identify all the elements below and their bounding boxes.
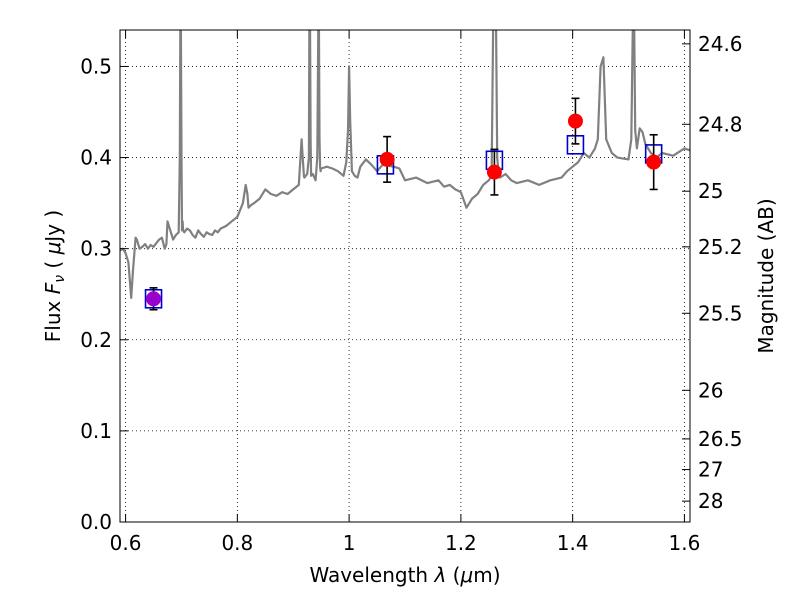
y-tick-label: 0.0: [80, 510, 112, 534]
y2-tick-label: 25.5: [698, 301, 743, 325]
x-axis-label: Wavelength λ (μm): [309, 563, 500, 587]
x-tick-label: 0.8: [221, 531, 253, 555]
spectrum-line: [120, 30, 690, 299]
x-tick-label: 1.4: [557, 531, 589, 555]
y2-tick-label: 27: [698, 458, 723, 482]
plot-area: [120, 30, 690, 299]
observed-point: [146, 291, 162, 307]
markers: [144, 97, 663, 311]
x-tick-label: 1.2: [445, 531, 477, 555]
observed-point: [379, 151, 395, 167]
y-tick-label: 0.5: [80, 54, 112, 78]
observed-point: [486, 164, 502, 180]
observed-point: [646, 154, 662, 170]
y-tick-label: 0.3: [80, 237, 112, 261]
y2-tick-label: 25.2: [698, 235, 743, 259]
y-axis-label: Flux Fν ( μJy ): [41, 210, 68, 342]
y2-tick-label: 26.5: [698, 427, 743, 451]
y2-tick-label: 26: [698, 378, 723, 402]
y2-tick-label: 24.8: [698, 112, 743, 136]
y2-tick-label: 24.6: [698, 32, 743, 56]
y-tick-label: 0.2: [80, 328, 112, 352]
observed-point: [567, 113, 583, 129]
plot-frame: [119, 29, 691, 523]
x-tick-label: 1.6: [669, 531, 701, 555]
y2-axis: 24.6 24.8 25 25.2 25.5 26 26.5 27 28: [682, 32, 743, 513]
y-tick-label: 0.1: [80, 419, 112, 443]
x-tick-label: 1: [343, 531, 356, 555]
y-tick-label: 0.4: [80, 146, 112, 170]
x-tick-label: 0.6: [110, 531, 142, 555]
x-axis: 0.6 0.8 1 1.2 1.4 1.6: [110, 30, 701, 555]
y2-axis-label: Magnitude (AB): [754, 198, 778, 353]
y-axis: 0.0 0.1 0.2 0.3 0.4 0.5: [80, 54, 128, 534]
y2-tick-label: 25: [698, 179, 723, 203]
y2-tick-label: 28: [698, 489, 723, 513]
